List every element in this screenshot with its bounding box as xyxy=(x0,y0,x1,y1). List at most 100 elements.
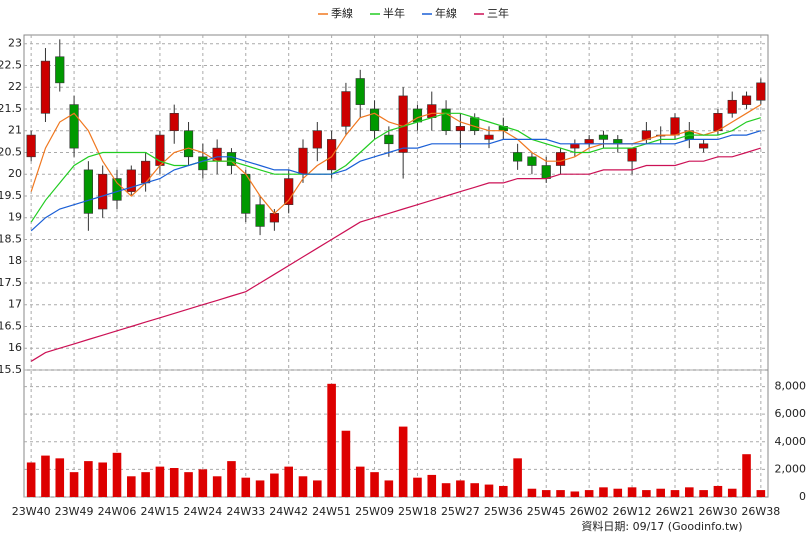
volume-bar xyxy=(713,485,723,497)
x-tick-label: 26W02 xyxy=(570,505,609,518)
volume-bar xyxy=(513,458,522,497)
volume-bar xyxy=(198,469,208,497)
candle-body xyxy=(699,143,709,149)
volume-bar xyxy=(756,490,766,497)
x-tick-label: 26W38 xyxy=(741,505,780,518)
x-tick-label: 24W06 xyxy=(98,505,137,518)
volume-bar xyxy=(484,484,494,497)
candle-body xyxy=(198,156,208,171)
candle-body xyxy=(427,104,437,118)
candle-body xyxy=(727,99,737,114)
volume-bar xyxy=(642,490,651,497)
candle-body xyxy=(584,139,594,145)
volume-bar xyxy=(298,476,308,497)
candle-body xyxy=(26,134,36,158)
y-tick-label: 16.5 xyxy=(0,319,22,332)
volume-bar xyxy=(212,476,222,497)
volume-bar xyxy=(742,454,751,497)
candle-body xyxy=(69,104,79,149)
candle-body xyxy=(470,117,480,132)
volume-bar xyxy=(456,480,465,497)
ma-line xyxy=(30,112,761,223)
candle-body xyxy=(384,134,394,145)
candle-body xyxy=(355,78,365,105)
candle-body xyxy=(312,130,322,149)
candle-body xyxy=(713,113,723,132)
candle-body xyxy=(555,152,566,166)
ma-line xyxy=(30,130,761,232)
x-tick-label: 26W30 xyxy=(698,505,737,518)
candle-body xyxy=(613,139,623,145)
candle-body xyxy=(40,60,51,114)
volume-bar xyxy=(284,466,293,497)
candle-body xyxy=(112,178,122,201)
candle-body xyxy=(226,152,237,166)
candle-body xyxy=(527,156,537,166)
volume-bar xyxy=(370,472,379,497)
candle-body xyxy=(183,130,194,158)
plot-frame xyxy=(23,34,769,498)
y-tick-label: 20.5 xyxy=(0,145,22,158)
volume-bar xyxy=(727,488,737,497)
y-tick-label: 20 xyxy=(8,167,22,180)
volume-bar xyxy=(98,462,107,497)
volume-bar xyxy=(26,462,36,497)
volume-bar xyxy=(41,455,50,497)
x-tick-label: 25W27 xyxy=(441,505,480,518)
y-tick-label: 22 xyxy=(8,80,22,93)
candle-body xyxy=(541,165,551,179)
y-tick-label: 18 xyxy=(8,254,22,267)
y-tick-label: 17 xyxy=(8,298,22,311)
x-tick-label: 26W12 xyxy=(613,505,652,518)
candle-body xyxy=(441,108,451,132)
ma-line xyxy=(30,147,761,362)
volume-bar xyxy=(141,472,150,497)
candle-body xyxy=(327,139,337,171)
volume-bar xyxy=(341,430,351,497)
y-tick-label: 17.5 xyxy=(0,276,22,289)
volume-bar xyxy=(627,487,637,497)
candle-body xyxy=(298,147,308,175)
volume-bar xyxy=(685,487,694,497)
volume-bar xyxy=(499,485,508,497)
candle-body xyxy=(455,126,465,132)
y-tick-label: 18.5 xyxy=(0,232,22,245)
candle-body xyxy=(284,178,294,205)
legend-label: 三年 xyxy=(487,6,509,20)
candle-body xyxy=(670,117,680,136)
candle-body xyxy=(241,173,251,214)
volume-bar xyxy=(441,483,451,497)
volume-bar xyxy=(527,488,537,497)
volume-bar xyxy=(384,480,394,497)
volume-bar xyxy=(599,487,608,497)
x-tick-label: 25W45 xyxy=(527,505,566,518)
volume-bar xyxy=(570,491,580,497)
x-tick-label: 23W49 xyxy=(55,505,94,518)
ma-line xyxy=(30,104,762,215)
candle-body xyxy=(169,113,179,132)
candle-body xyxy=(570,143,580,149)
x-tick-label: 24W33 xyxy=(226,505,265,518)
volume-bar xyxy=(541,490,551,497)
candle-body xyxy=(126,169,136,192)
volume-bar xyxy=(327,383,336,497)
volume-bar xyxy=(398,426,408,497)
y2-tick-label: 4,000 xyxy=(775,435,807,448)
volume-bar xyxy=(427,474,437,497)
y-tick-label: 15.5 xyxy=(0,363,22,376)
candle-body xyxy=(598,134,609,140)
volume-bar xyxy=(69,472,79,497)
volume-bar xyxy=(241,477,251,497)
candle-body xyxy=(269,213,279,223)
x-tick-label: 25W09 xyxy=(355,505,394,518)
y-tick-label: 19 xyxy=(8,211,22,224)
x-tick-label: 24W51 xyxy=(312,505,351,518)
volume-bar xyxy=(184,472,193,497)
x-tick-label: 24W42 xyxy=(269,505,308,518)
x-tick-label: 24W15 xyxy=(140,505,179,518)
legend-label: 年線 xyxy=(435,6,457,20)
y2-tick-label: 8,000 xyxy=(775,380,807,393)
y-tick-label: 21.5 xyxy=(0,102,22,115)
y-tick-label: 19.5 xyxy=(0,189,22,202)
